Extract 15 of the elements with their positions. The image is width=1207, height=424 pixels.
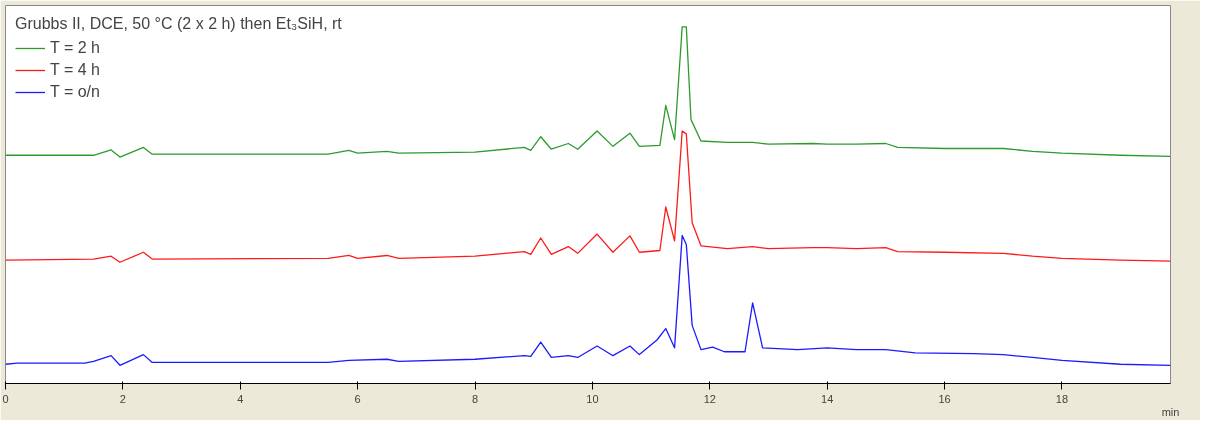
- x-tick-label: 6: [354, 392, 361, 405]
- x-tick-label: 0: [2, 392, 9, 405]
- x-tick-label: 10: [586, 392, 599, 405]
- x-tick-label: 2: [119, 392, 126, 405]
- legend-label: T = o/n: [50, 83, 100, 101]
- x-tick-label: 4: [237, 392, 244, 405]
- x-tick-label: 12: [703, 392, 716, 405]
- x-tick-label: 18: [1055, 392, 1069, 405]
- x-tick-label: 16: [938, 392, 951, 405]
- legend-label: T = 4 h: [50, 61, 100, 79]
- x-tick-label: 14: [821, 392, 834, 405]
- legend-label: T = 2 h: [50, 39, 100, 57]
- x-axis-title: min: [1161, 405, 1180, 418]
- x-tick-label: 8: [471, 392, 479, 405]
- legend-title: Grubbs II, DCE, 50 °C (2 x 2 h) then Et₃SiH, rt: [15, 15, 342, 33]
